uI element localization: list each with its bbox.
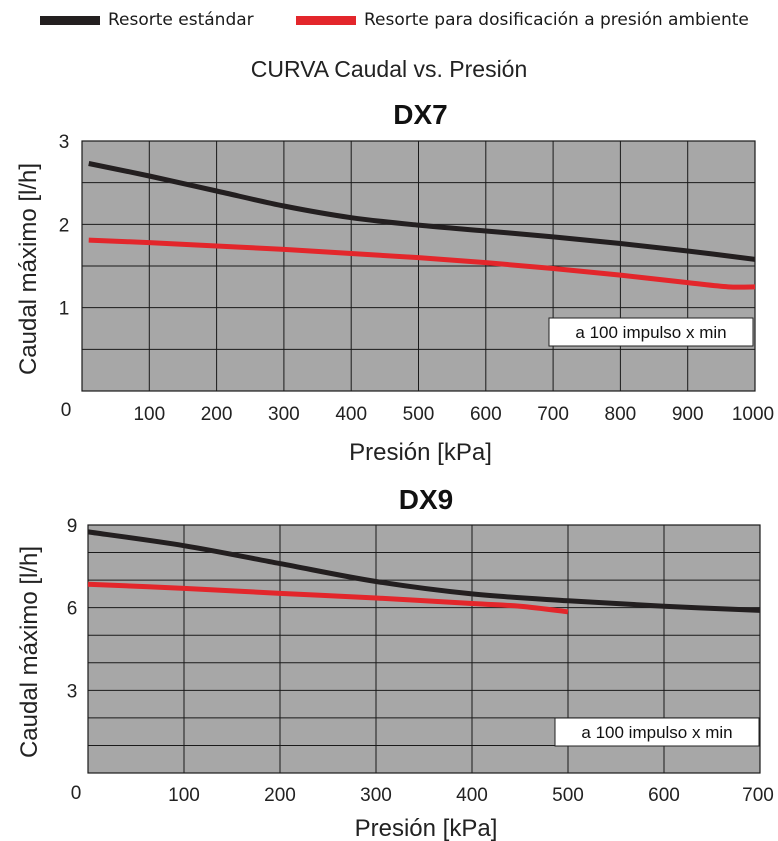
x-tick-label-dx7: 200: [201, 404, 233, 425]
legend: Resorte estándar Resorte para dosificaci…: [40, 8, 778, 32]
annotation-text-dx7: a 100 impulso x min: [575, 323, 726, 342]
x-tick-label-dx9: 500: [552, 785, 584, 806]
x-tick-label-dx7: 300: [268, 404, 300, 425]
legend-item-ambient-spring: Resorte para dosificación a presión ambi…: [296, 8, 749, 32]
chart-title-dx7: DX7: [393, 99, 447, 130]
legend-label-ambient: Resorte para dosificación a presión ambi…: [364, 10, 749, 30]
y-tick-label-dx7: 1: [59, 299, 70, 320]
y-tick-label-dx7: 3: [59, 132, 70, 153]
legend-swatch-ambient: [296, 15, 356, 25]
x-tick-label-dx7: 400: [335, 404, 367, 425]
annotation-box-dx7: [548, 317, 754, 347]
x-tick-label-dx7: 500: [403, 404, 435, 425]
y-axis-label-dx7: Caudal máximo [l/h]: [15, 163, 42, 375]
legend-item-standard-spring: Resorte estándar: [40, 8, 254, 32]
series-line-dx9-ambient: [87, 581, 569, 615]
x-tick-label-dx7: 900: [672, 404, 704, 425]
x-tick-label-dx7: 700: [537, 404, 569, 425]
x-tick-label-dx9: 300: [360, 785, 392, 806]
series-line-dx7-standard: [88, 161, 756, 262]
plot-border-dx7: [81, 140, 756, 392]
series-line-dx9-standard: [87, 529, 761, 613]
x-tick-label-dx7: 800: [605, 404, 637, 425]
x-tick-label-dx9: 700: [742, 785, 774, 806]
x-tick-label-dx7: 600: [470, 404, 502, 425]
x-tick-label-dx7: 1000: [732, 404, 774, 425]
x-axis-label-dx9: Presión [kPa]: [355, 815, 498, 841]
legend-label-standard: Resorte estándar: [108, 10, 254, 30]
legend-swatch-standard: [40, 15, 100, 25]
y-tick-label-dx9: 3: [67, 681, 78, 702]
figure-title: CURVA Caudal vs. Presión: [250, 56, 528, 82]
y-tick-label-dx9: 6: [67, 599, 78, 620]
x-tick-label-dx7: 100: [133, 404, 165, 425]
x-tick-label-dx9: 100: [168, 785, 200, 806]
x-tick-label-dx9: 200: [264, 785, 296, 806]
x-tick-label-dx7: 0: [61, 400, 72, 421]
y-tick-label-dx7: 2: [59, 215, 70, 236]
y-axis-label-dx9: Caudal máximo [l/h]: [16, 546, 43, 758]
x-tick-label-dx9: 600: [648, 785, 680, 806]
series-line-dx7-ambient: [88, 237, 756, 290]
x-axis-label-dx7: Presión [kPa]: [349, 439, 492, 466]
x-tick-label-dx9: 0: [71, 783, 82, 804]
chart-title-dx9: DX9: [399, 484, 453, 515]
annotation-text-dx9: a 100 impulso x min: [581, 723, 732, 742]
chart-dx7: DX7 0 100 200 300 400 500 600 700 800 900 1000 1 2 3 Pr…: [15, 99, 774, 466]
plot-border-dx9: [87, 524, 761, 774]
annotation-box-dx9: [554, 717, 760, 747]
x-tick-label-dx9: 400: [456, 785, 488, 806]
y-tick-label-dx9: 9: [67, 516, 78, 537]
